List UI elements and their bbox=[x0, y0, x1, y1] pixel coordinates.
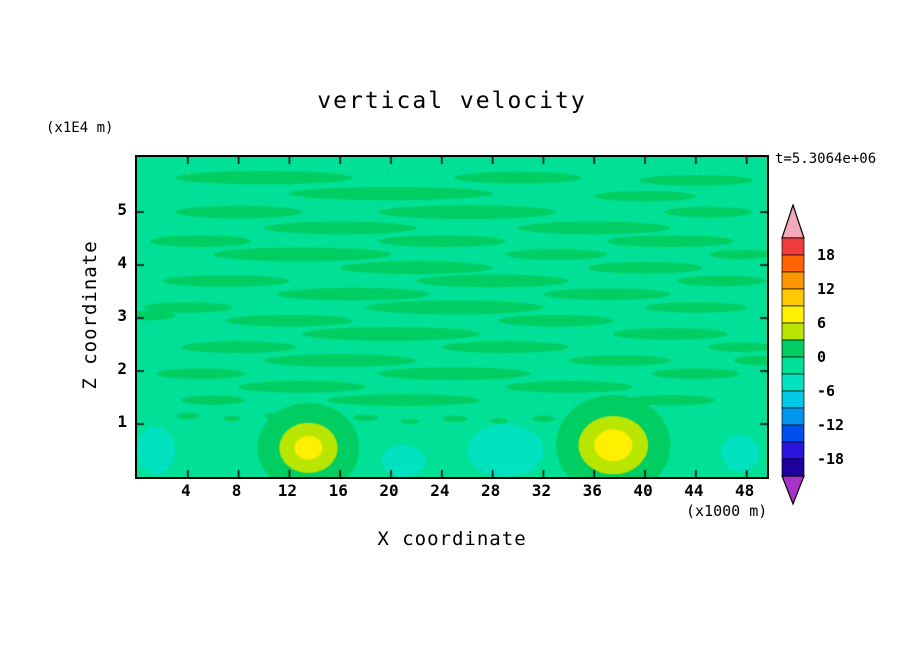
colorbar-label: 18 bbox=[817, 246, 835, 264]
x-axis-label: X coordinate bbox=[377, 528, 527, 550]
x-tick-label: 40 bbox=[633, 481, 653, 500]
colorbar-band bbox=[781, 407, 805, 426]
contour-field-canvas bbox=[137, 157, 767, 477]
z-axis-unit-label: (x1E4 m) bbox=[46, 120, 114, 136]
colorbar-band bbox=[781, 373, 805, 392]
time-annotation: t=5.3064e+06 bbox=[775, 151, 877, 167]
colorbar-band bbox=[781, 390, 805, 409]
x-tick-label: 36 bbox=[582, 481, 602, 500]
x-tick-label: 28 bbox=[481, 481, 501, 500]
colorbar-band bbox=[781, 356, 805, 375]
x-tick-label: 16 bbox=[328, 481, 348, 500]
z-tick-label: 4 bbox=[117, 253, 127, 273]
colorbar-label: -12 bbox=[817, 416, 844, 434]
colorbar-label: 0 bbox=[817, 348, 826, 366]
z-tick-label: 1 bbox=[117, 412, 127, 432]
colorbar-band bbox=[781, 305, 805, 324]
x-tick-label: 24 bbox=[430, 481, 450, 500]
x-tick-label: 12 bbox=[277, 481, 298, 500]
x-tick-label: 32 bbox=[531, 481, 552, 500]
colorbar-band bbox=[781, 271, 805, 290]
colorbar-band bbox=[781, 254, 805, 273]
colorbar-label: 6 bbox=[817, 314, 826, 332]
colorbar-label: -6 bbox=[817, 382, 835, 400]
z-tick-label: 3 bbox=[117, 306, 127, 326]
colorbar-band bbox=[781, 288, 805, 307]
z-tick-label: 5 bbox=[117, 200, 127, 220]
colorbar-band bbox=[781, 441, 805, 460]
colorbar-label: 12 bbox=[817, 280, 835, 298]
x-axis-unit-label: (x1000 m) bbox=[686, 502, 768, 520]
plot-area bbox=[135, 155, 769, 479]
colorbar-band bbox=[781, 424, 805, 443]
z-tick-label: 2 bbox=[117, 359, 127, 379]
x-tick-label: 20 bbox=[379, 481, 399, 500]
x-tick-label: 44 bbox=[684, 481, 704, 500]
colorbar-band bbox=[781, 322, 805, 341]
chart-title: vertical velocity bbox=[317, 88, 587, 114]
colorbar-label: -18 bbox=[817, 450, 844, 468]
x-tick-label: 48 bbox=[735, 481, 755, 500]
x-tick-label: 4 bbox=[180, 481, 191, 500]
colorbar: 18 12 6 0 -6 -12 -18 bbox=[781, 204, 844, 506]
colorbar-band bbox=[781, 458, 805, 477]
colorbar-band bbox=[781, 237, 805, 256]
x-tick-label: 8 bbox=[231, 481, 242, 500]
colorbar-band bbox=[781, 339, 805, 358]
